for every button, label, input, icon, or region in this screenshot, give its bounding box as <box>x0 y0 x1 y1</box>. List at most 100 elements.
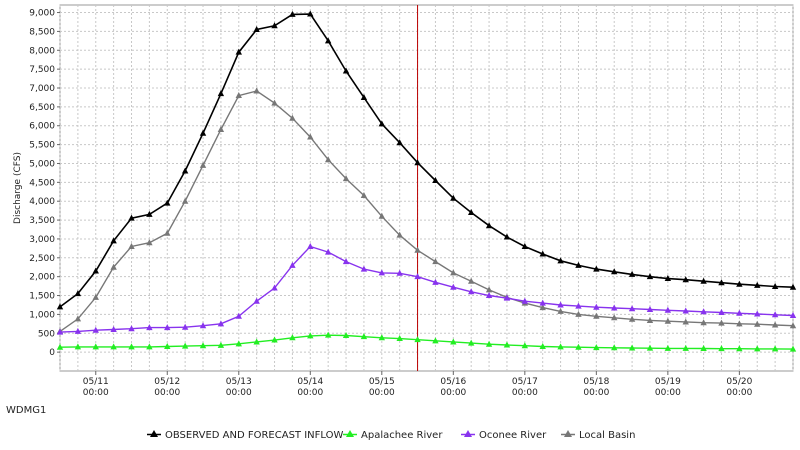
data-point <box>289 334 296 341</box>
y-tick-label: 2,000 <box>29 273 55 283</box>
legend-item: Apalachee River <box>343 430 443 441</box>
data-point <box>789 345 797 352</box>
data-point <box>754 310 761 317</box>
data-point <box>503 294 511 301</box>
y-axis-ticks: 0 500 1,000 1,500 2,000 2,500 3,000 3,500 4,000 4… <box>29 9 60 358</box>
data-point <box>682 318 689 325</box>
legend-label: Oconee River <box>479 430 547 441</box>
data-point <box>253 26 260 33</box>
data-point <box>664 317 672 324</box>
data-point <box>414 336 421 343</box>
data-point <box>611 268 618 275</box>
data-point <box>682 276 689 283</box>
data-point <box>146 239 153 246</box>
data-point <box>771 282 779 289</box>
x-tick-date: 05/11 <box>83 377 109 387</box>
data-point <box>360 333 368 340</box>
data-point <box>199 161 207 168</box>
legend-marker <box>564 430 572 437</box>
data-point <box>664 275 672 282</box>
data-point <box>575 343 582 350</box>
data-point <box>557 301 564 308</box>
legend-label: Local Basin <box>579 430 635 441</box>
legend-marker <box>346 430 354 437</box>
data-point <box>360 192 368 199</box>
data-point <box>718 319 725 326</box>
data-point <box>503 233 511 240</box>
y-tick-label: 5,500 <box>29 141 55 151</box>
data-point <box>557 257 564 264</box>
data-point <box>718 345 725 352</box>
legend-marker <box>464 430 472 437</box>
series-0 <box>56 10 797 310</box>
data-point <box>646 305 654 312</box>
data-point <box>664 344 672 351</box>
data-point <box>789 283 797 290</box>
data-point <box>432 176 439 183</box>
data-point <box>521 342 529 349</box>
data-point <box>307 332 314 339</box>
legend-marker <box>150 430 158 437</box>
data-point <box>110 325 117 332</box>
data-point <box>253 87 260 94</box>
data-point <box>521 242 529 249</box>
data-point <box>146 324 153 331</box>
data-point <box>253 297 260 304</box>
data-point <box>92 293 99 300</box>
data-point <box>74 315 82 322</box>
data-point <box>485 222 493 229</box>
data-point <box>503 341 511 348</box>
data-point <box>271 99 278 106</box>
data-point <box>771 345 779 352</box>
data-point <box>771 311 779 318</box>
y-tick-label: 0 <box>49 348 55 358</box>
data-point <box>181 197 189 204</box>
data-point <box>307 133 314 140</box>
data-point <box>432 258 439 265</box>
data-point <box>271 22 278 29</box>
data-point <box>56 328 64 335</box>
data-point <box>217 90 225 97</box>
y-tick-label: 8,500 <box>29 27 55 37</box>
data-point <box>378 120 386 127</box>
data-point <box>414 273 421 280</box>
data-point <box>575 261 582 268</box>
y-tick-label: 500 <box>38 329 55 339</box>
data-point <box>485 286 493 293</box>
x-tick-time: 00:00 <box>726 388 752 398</box>
y-tick-label: 9,000 <box>29 9 55 19</box>
data-point <box>56 343 64 350</box>
data-point <box>110 263 117 270</box>
data-point <box>324 248 332 255</box>
data-point <box>628 305 636 312</box>
data-point <box>700 319 707 326</box>
y-tick-label: 3,000 <box>29 235 55 245</box>
data-point <box>593 303 600 310</box>
data-point <box>235 92 242 99</box>
data-point <box>467 288 475 295</box>
data-point <box>128 242 135 249</box>
data-point <box>450 283 457 290</box>
x-tick-time: 00:00 <box>226 388 252 398</box>
data-point <box>181 167 189 174</box>
data-point <box>378 334 386 341</box>
data-point <box>682 344 689 351</box>
data-point <box>110 237 117 244</box>
data-point <box>164 342 171 349</box>
series-line <box>59 13 794 308</box>
y-tick-label: 6,500 <box>29 103 55 113</box>
data-point <box>736 320 743 327</box>
data-point <box>682 307 689 314</box>
series-line <box>59 245 794 333</box>
data-point <box>485 340 493 347</box>
legend-label: Apalachee River <box>361 430 443 441</box>
data-point <box>128 343 135 350</box>
data-point <box>181 323 189 330</box>
series-line <box>59 90 794 332</box>
data-point <box>199 129 207 136</box>
data-point <box>92 326 99 333</box>
data-point <box>128 325 135 332</box>
data-point <box>164 324 171 331</box>
data-point <box>628 270 636 277</box>
legend-item: Local Basin <box>561 430 635 441</box>
